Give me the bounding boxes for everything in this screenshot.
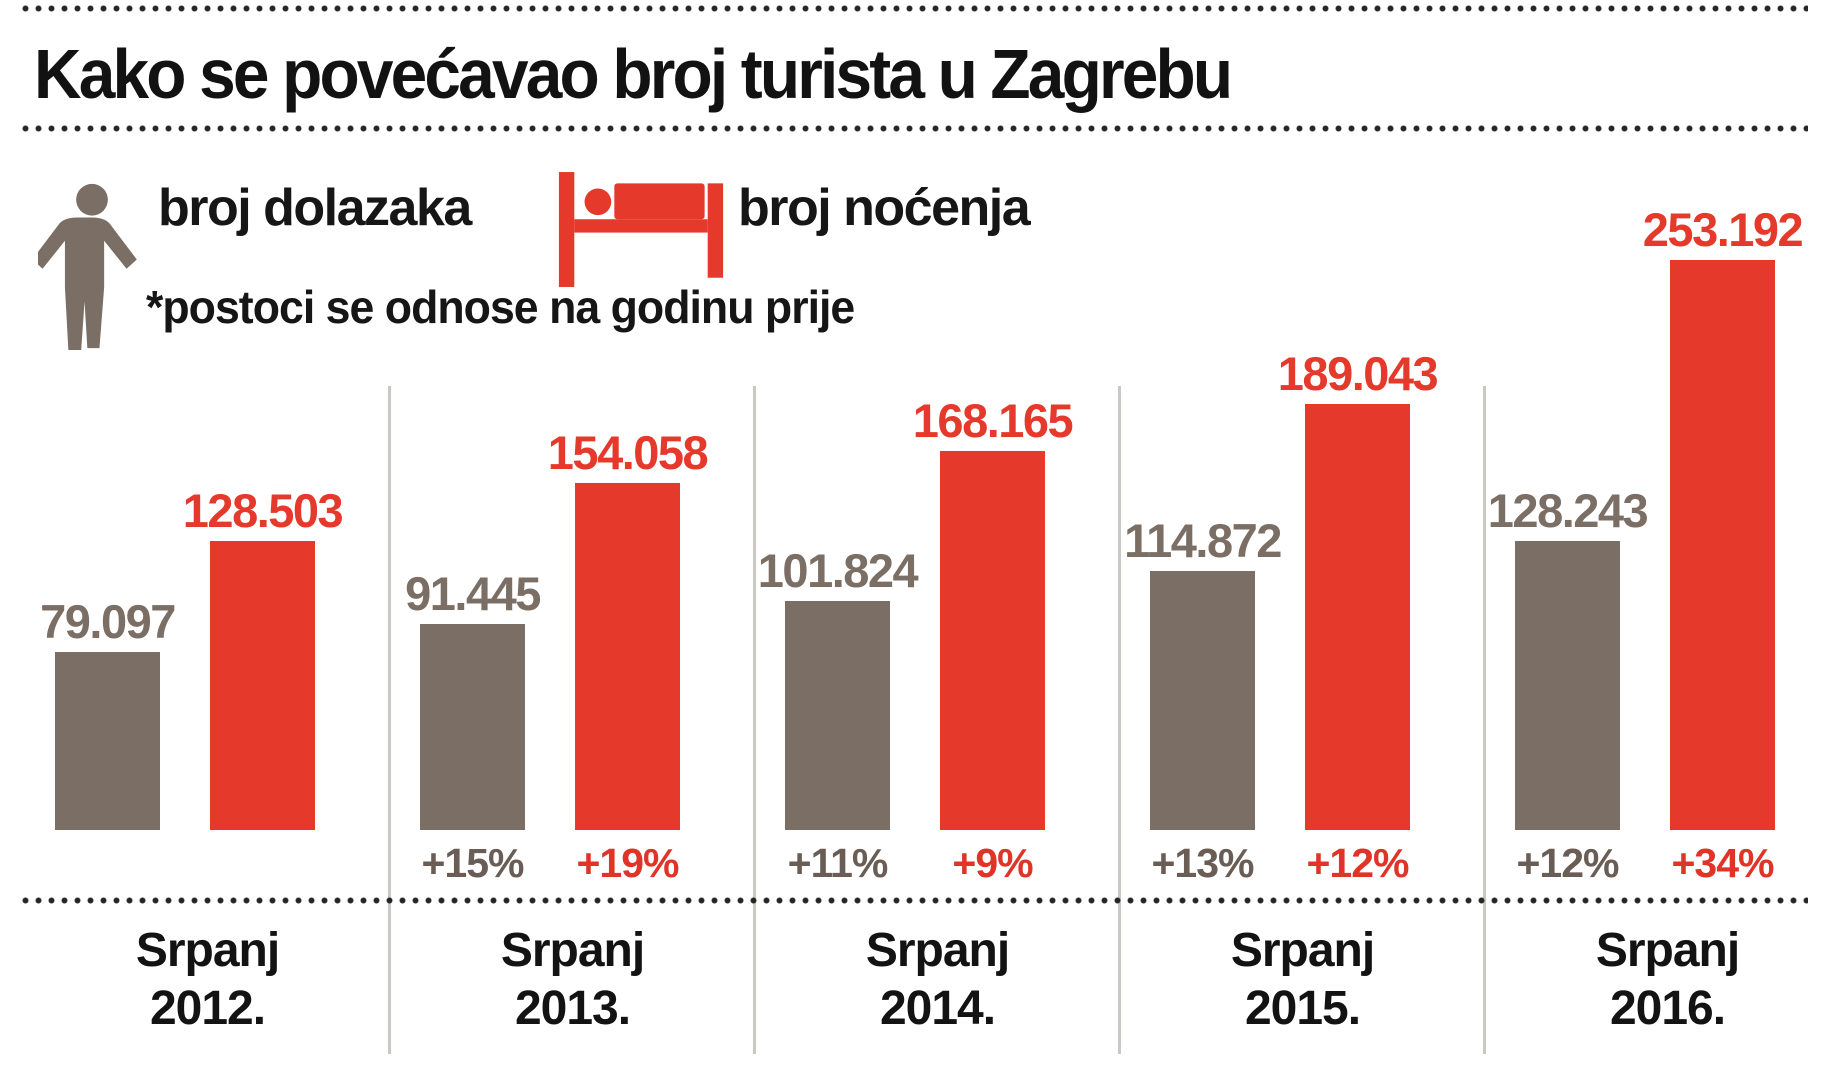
value-label-arrivals: 128.243	[1487, 484, 1649, 537]
bar-arrivals-Srpanj2014	[785, 601, 890, 830]
axis-month: Srpanj	[1230, 924, 1375, 977]
dotted-rule-top	[22, 5, 1808, 12]
axis-month: Srpanj	[865, 924, 1010, 977]
pct-label-nights: +34%	[1671, 840, 1774, 886]
group-divider	[753, 386, 756, 1054]
bar-nights-Srpanj2015	[1305, 404, 1410, 830]
value-label-nights: 154.058	[547, 426, 709, 479]
pct-label-arrivals: +15%	[421, 840, 524, 886]
axis-category-label: Srpanj 2014.	[755, 922, 1120, 1038]
axis-year: 2012.	[149, 982, 266, 1035]
pct-label-arrivals: +11%	[787, 840, 889, 886]
legend-arrivals-label: broj dolazaka	[158, 179, 472, 237]
axis-category-label: Srpanj 2013.	[390, 922, 755, 1038]
value-label-nights: 189.043	[1277, 347, 1439, 400]
bed-icon	[558, 170, 724, 288]
axis-year: 2014.	[879, 982, 996, 1035]
dotted-rule-above-axis	[22, 897, 1808, 904]
axis-year: 2015.	[1244, 982, 1361, 1035]
axis-month: Srpanj	[135, 924, 280, 977]
axis-month: Srpanj	[1595, 924, 1740, 977]
value-label-arrivals: 101.824	[757, 544, 919, 597]
pct-label-arrivals: +13%	[1151, 840, 1254, 886]
value-label-nights: 253.192	[1642, 203, 1804, 256]
pct-label-nights: +9%	[952, 840, 1033, 886]
person-icon	[38, 182, 146, 350]
dotted-rule-under-title	[22, 125, 1808, 132]
bar-nights-Srpanj2014	[940, 451, 1045, 830]
bar-arrivals-Srpanj2016	[1515, 541, 1620, 830]
value-label-arrivals: 91.445	[405, 567, 541, 620]
bar-arrivals-Srpanj2012	[55, 652, 160, 830]
pct-label-nights: +12%	[1306, 840, 1409, 886]
value-label-nights: 128.503	[182, 484, 344, 537]
axis-category-label: Srpanj 2015.	[1120, 922, 1485, 1038]
bar-nights-Srpanj2016	[1670, 260, 1775, 830]
axis-category-label: Srpanj 2016.	[1485, 922, 1830, 1038]
axis-year: 2013.	[514, 982, 631, 1035]
bar-arrivals-Srpanj2015	[1150, 571, 1255, 830]
bar-nights-Srpanj2013	[575, 483, 680, 830]
bar-nights-Srpanj2012	[210, 541, 315, 830]
bar-arrivals-Srpanj2013	[420, 624, 525, 830]
axis-category-label: Srpanj 2012.	[25, 922, 390, 1038]
pct-label-nights: +19%	[576, 840, 679, 886]
page-title: Kako se povećavao broj turista u Zagrebu	[34, 35, 1233, 113]
legend-nights-label: broj noćenja	[738, 179, 1031, 237]
axis-year: 2016.	[1609, 982, 1726, 1035]
group-divider	[1483, 386, 1486, 1054]
value-label-nights: 168.165	[912, 394, 1074, 447]
value-label-arrivals: 79.097	[40, 595, 176, 648]
axis-month: Srpanj	[500, 924, 645, 977]
footnote: *postoci se odnose na godinu prije	[146, 281, 855, 333]
pct-label-arrivals: +12%	[1516, 840, 1619, 886]
group-divider	[1118, 386, 1121, 1054]
group-divider	[388, 386, 391, 1054]
value-label-arrivals: 114.872	[1124, 514, 1282, 567]
